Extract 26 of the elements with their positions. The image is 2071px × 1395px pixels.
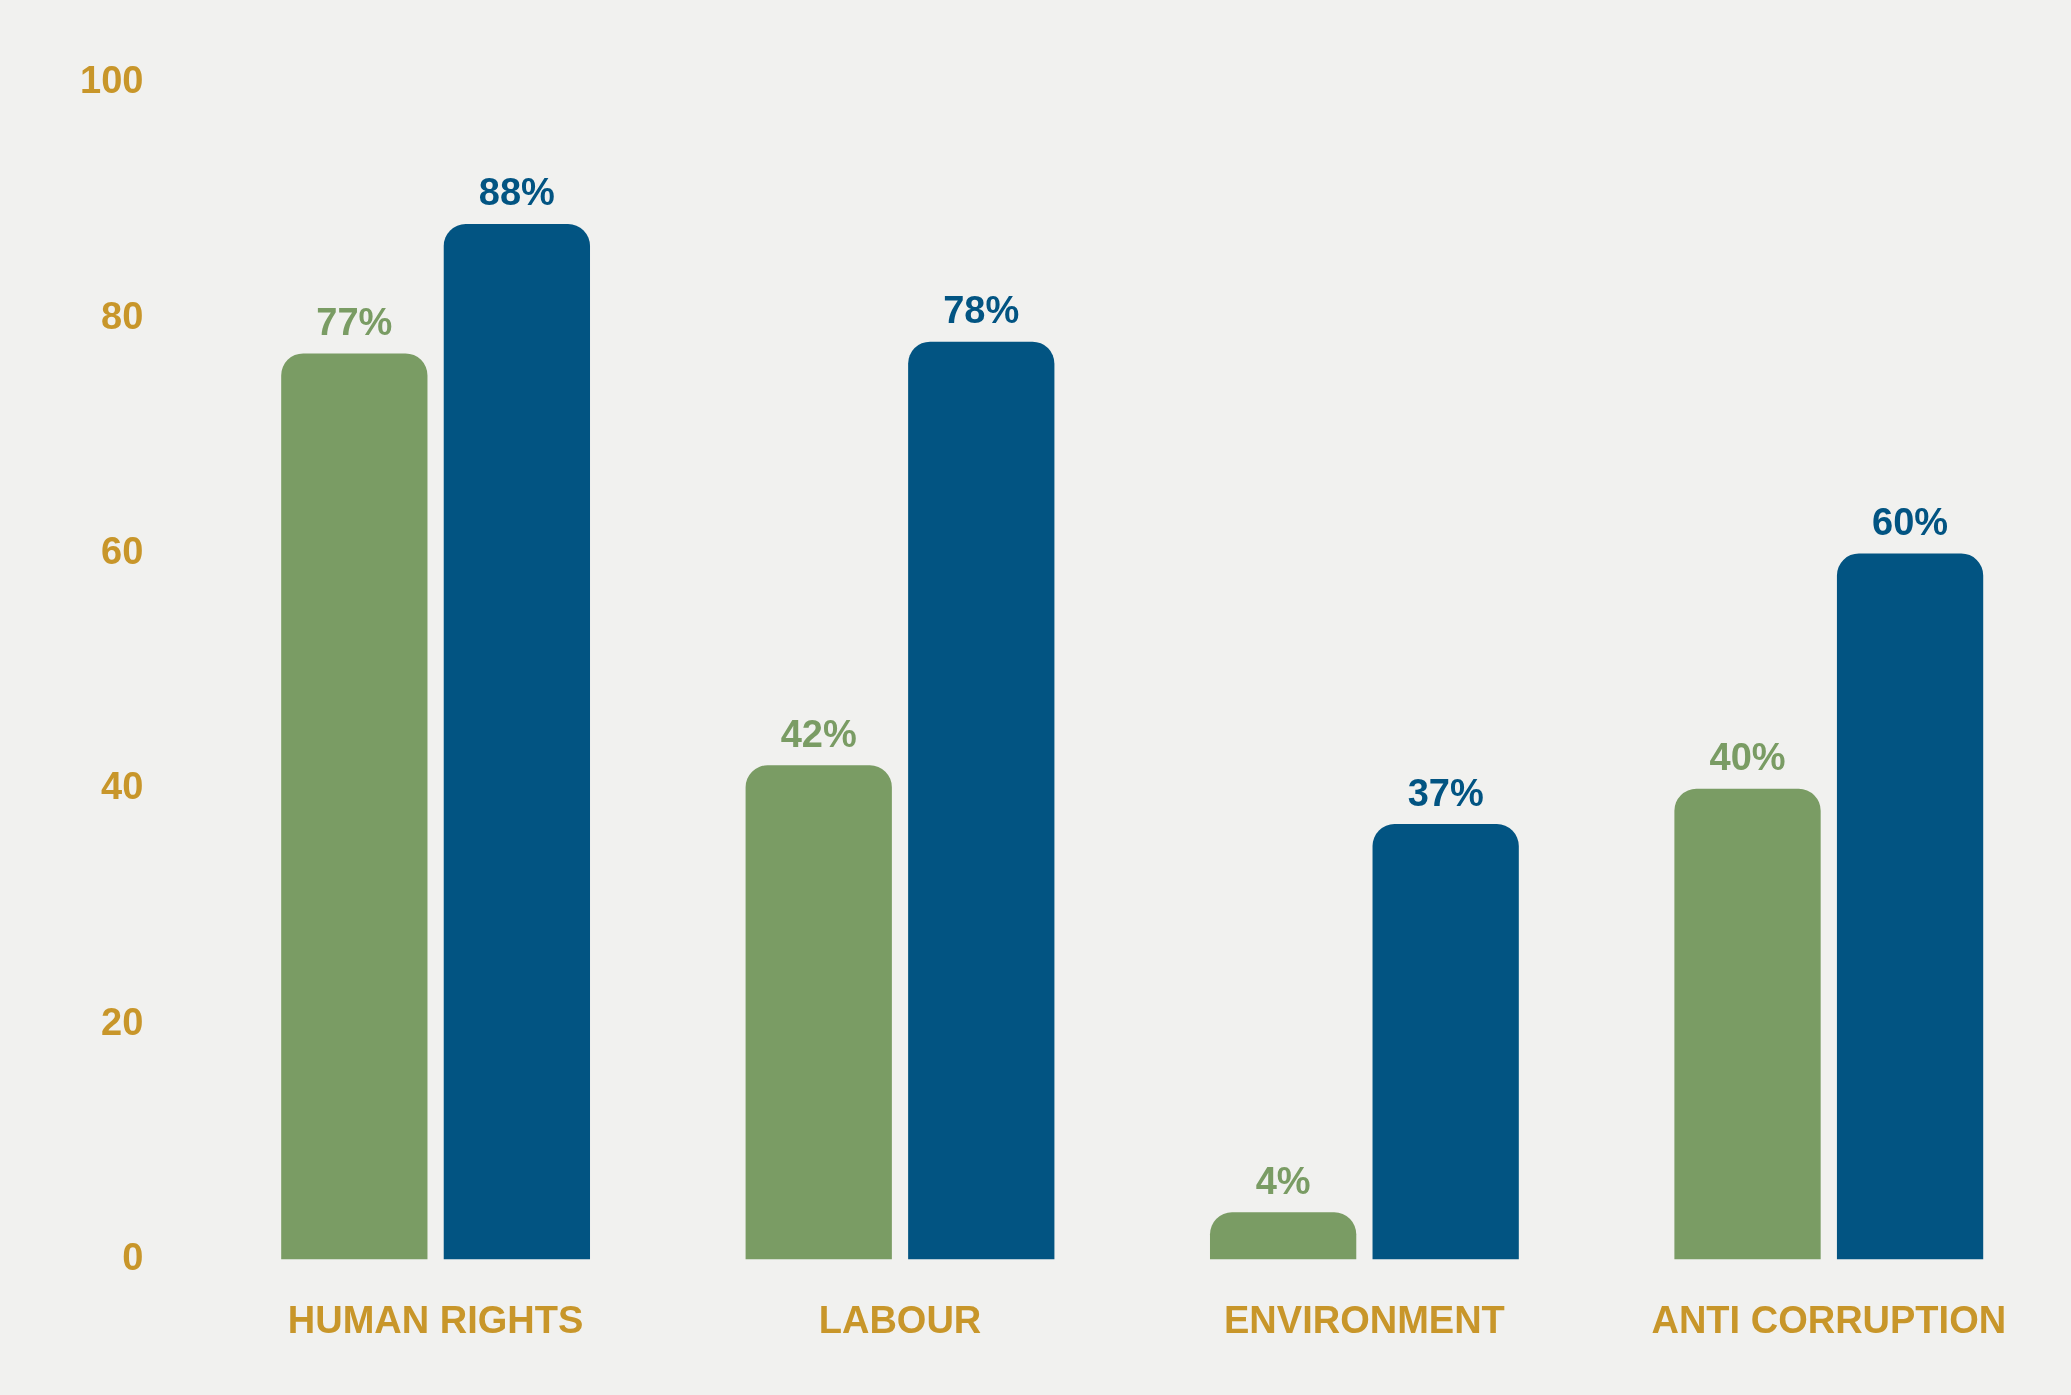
y-tick-label: 20	[101, 1000, 144, 1043]
bar	[1209, 1212, 1357, 1260]
x-tick-label: LABOUR	[818, 1298, 982, 1341]
x-tick-label: ANTI CORRUPTION	[1651, 1298, 2007, 1341]
bar	[1372, 824, 1519, 1260]
y-tick-label: 60	[101, 529, 144, 572]
data-label: 40%	[1709, 736, 1786, 779]
data-label: 42%	[780, 712, 857, 755]
bar	[443, 223, 591, 1260]
y-tick-label: 0	[122, 1235, 144, 1278]
x-tick-label: HUMAN RIGHTS	[287, 1298, 584, 1341]
bar	[908, 341, 1055, 1260]
data-label: 78%	[943, 289, 1020, 332]
data-label: 77%	[316, 300, 393, 343]
y-tick-label: 40	[101, 765, 144, 808]
y-tick-label: 80	[101, 294, 144, 337]
data-label: 4%	[1255, 1159, 1311, 1202]
bar	[1674, 788, 1821, 1260]
data-label: 60%	[1872, 500, 1949, 543]
y-tick-label: 100	[80, 59, 144, 102]
x-tick-label: ENVIRONMENT	[1224, 1298, 1505, 1341]
data-label: 88%	[478, 171, 555, 214]
bar	[1836, 553, 1984, 1260]
data-label: 37%	[1407, 771, 1484, 814]
bar	[745, 765, 892, 1260]
bar	[281, 353, 428, 1260]
